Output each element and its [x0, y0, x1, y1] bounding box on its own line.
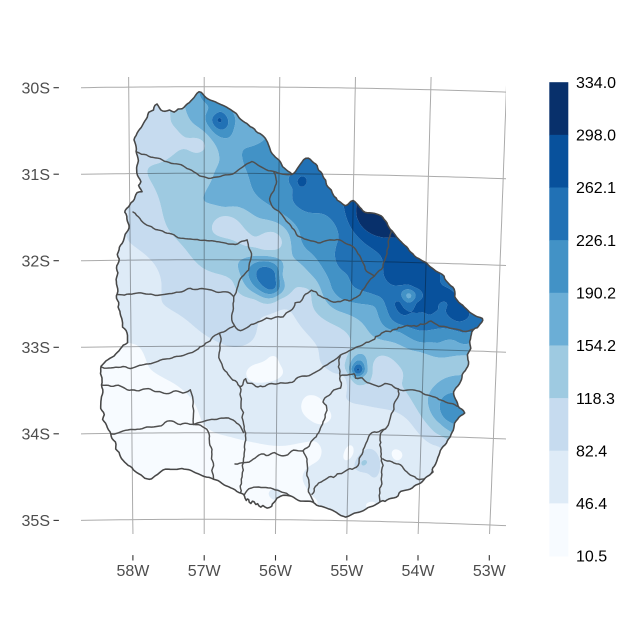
- svg-text:32S: 32S: [22, 253, 50, 270]
- svg-text:54W: 54W: [402, 563, 436, 580]
- svg-text:190.2: 190.2: [576, 286, 616, 303]
- svg-text:35S: 35S: [22, 513, 50, 530]
- svg-text:298.0: 298.0: [576, 128, 616, 145]
- svg-text:118.3: 118.3: [576, 391, 615, 408]
- svg-text:55W: 55W: [330, 563, 364, 580]
- svg-text:58W: 58W: [116, 563, 150, 580]
- svg-text:10.5: 10.5: [576, 549, 607, 566]
- svg-text:34S: 34S: [22, 427, 50, 444]
- svg-text:57W: 57W: [188, 563, 222, 580]
- svg-text:154.2: 154.2: [576, 338, 616, 355]
- svg-text:53W: 53W: [473, 563, 507, 580]
- svg-text:33S: 33S: [22, 340, 50, 357]
- svg-text:334.0: 334.0: [576, 75, 616, 92]
- svg-text:56W: 56W: [259, 563, 293, 580]
- svg-text:30S: 30S: [22, 80, 50, 97]
- svg-text:46.4: 46.4: [576, 496, 607, 513]
- svg-text:262.1: 262.1: [576, 180, 616, 197]
- svg-text:31S: 31S: [22, 167, 50, 184]
- svg-text:82.4: 82.4: [576, 443, 607, 460]
- svg-text:226.1: 226.1: [576, 233, 616, 250]
